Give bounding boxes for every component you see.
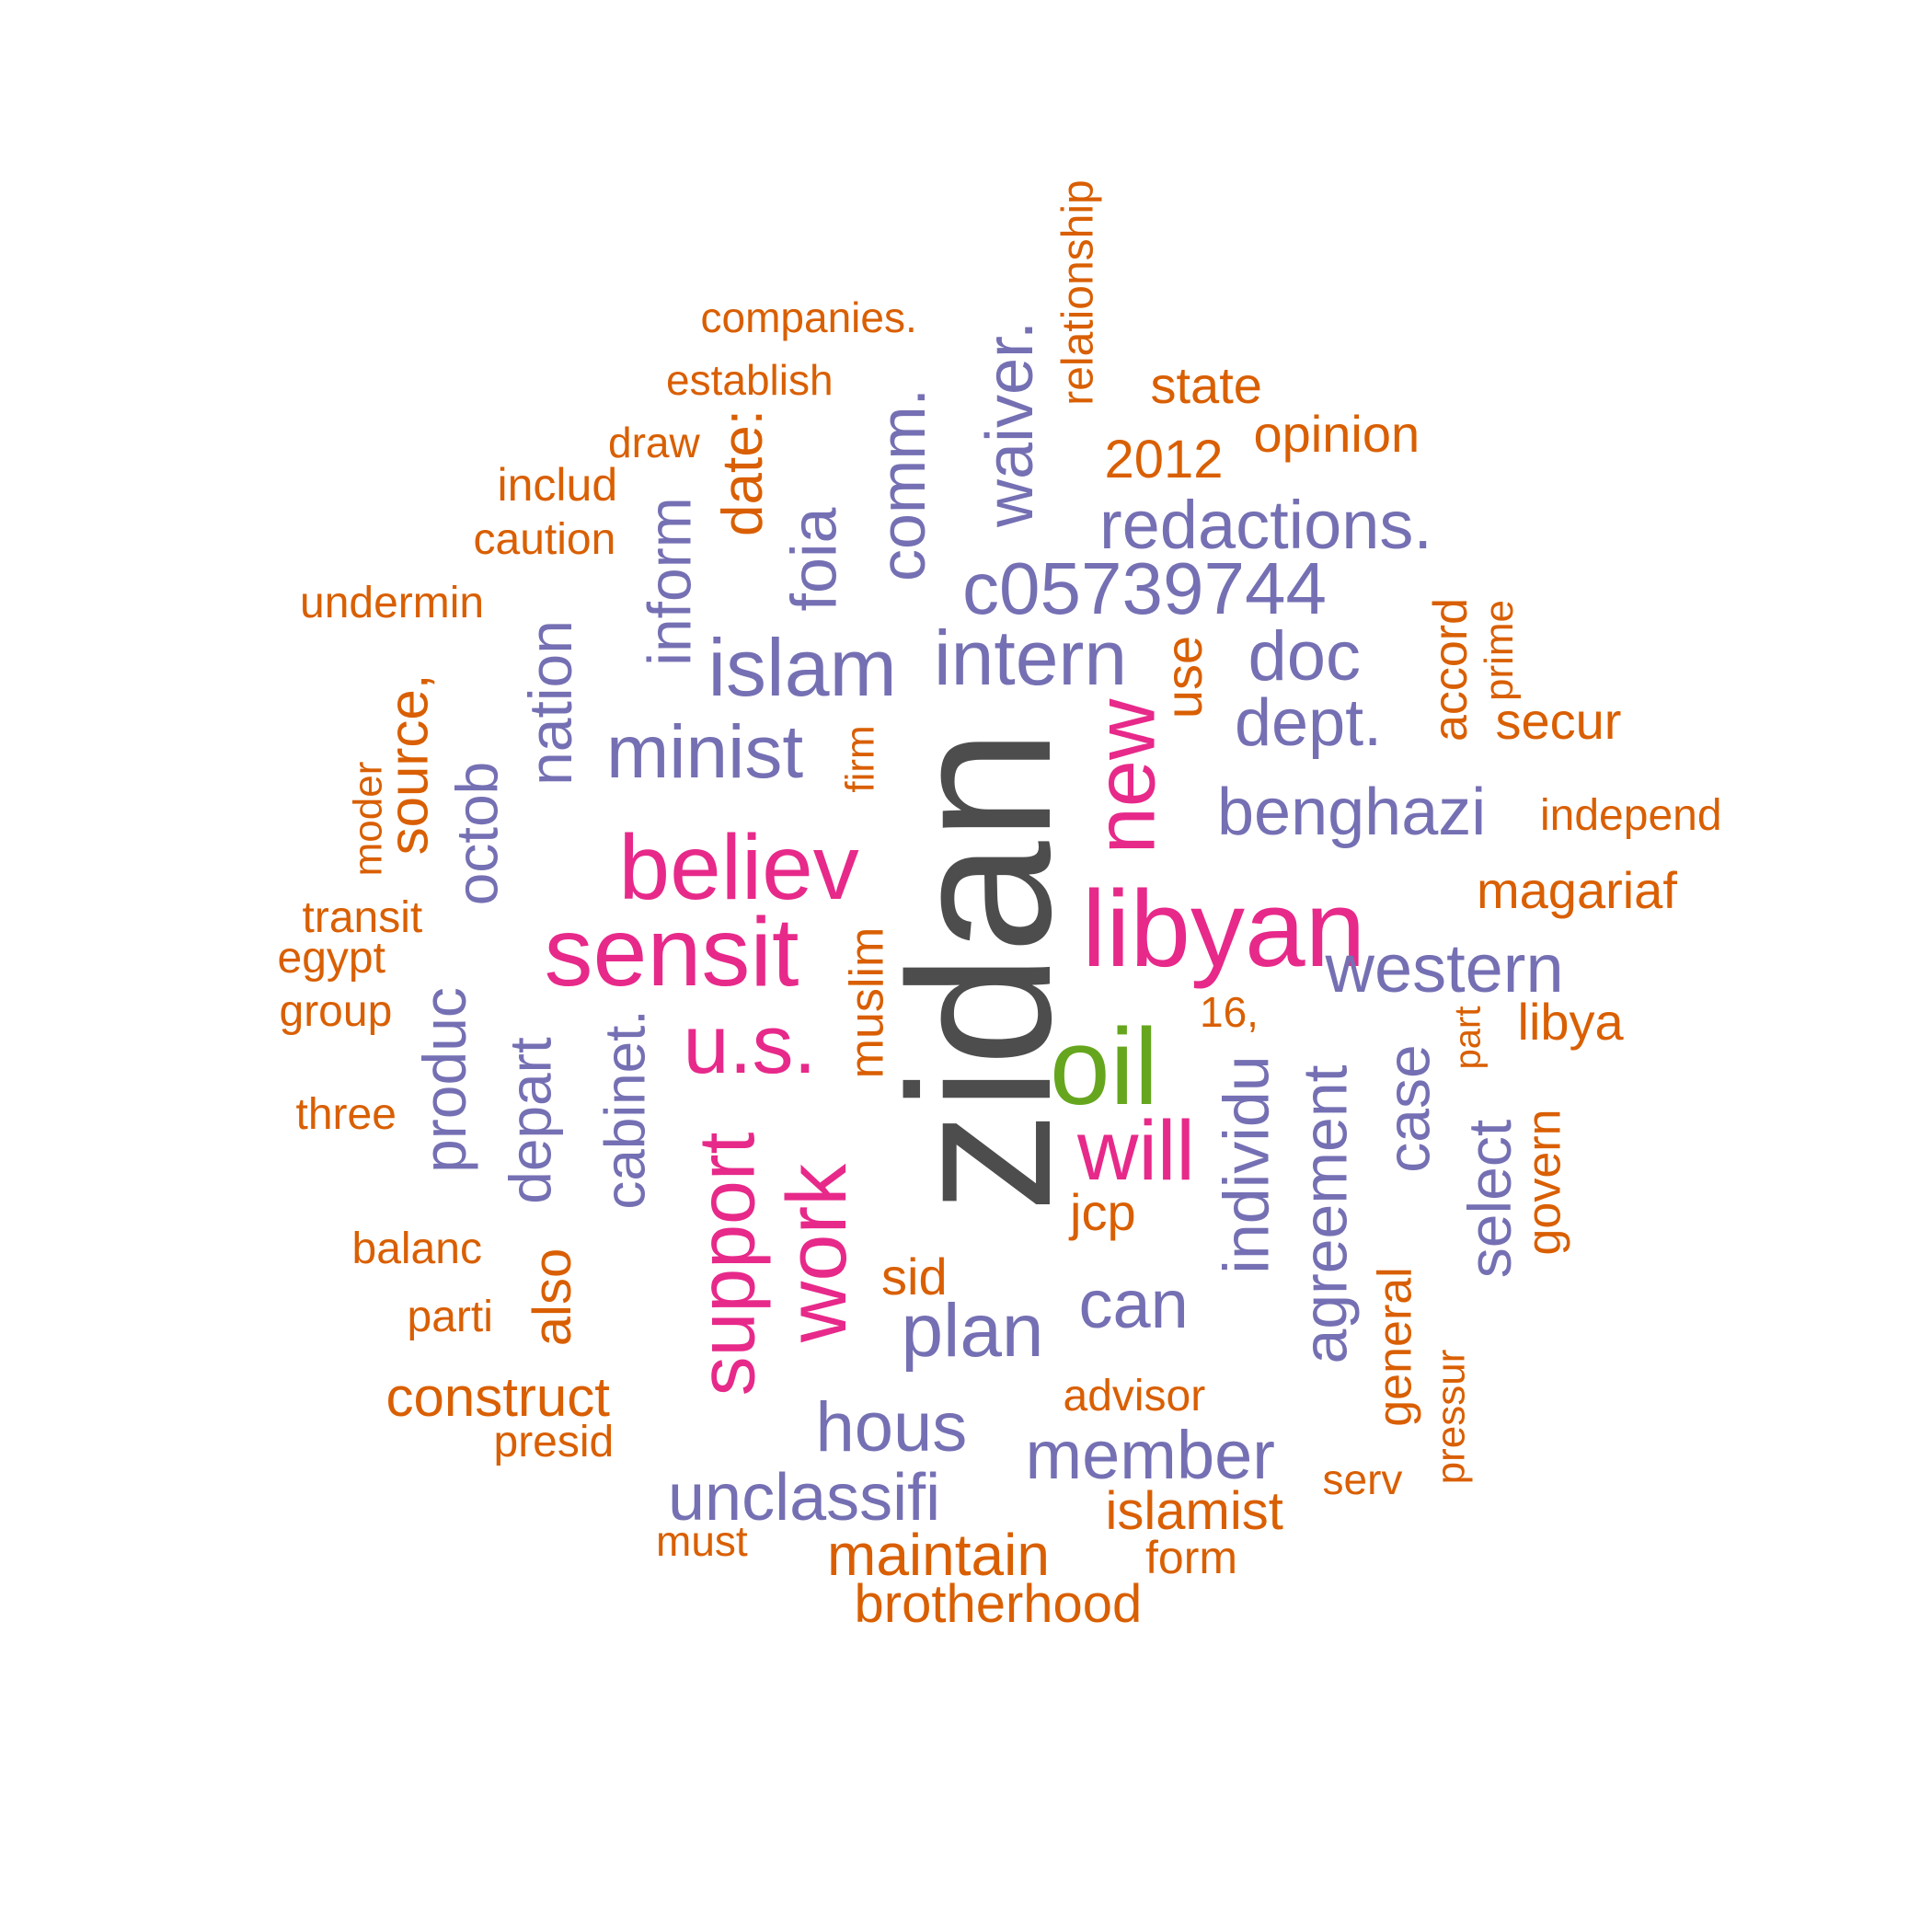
word-oil: oil xyxy=(1050,1006,1159,1128)
word-maintain: maintain xyxy=(827,1522,1050,1588)
word-construct: construct xyxy=(385,1366,610,1428)
word-muslim: muslim xyxy=(839,926,893,1079)
word-advisor: advisor xyxy=(1063,1372,1206,1420)
word-waiver: waiver. xyxy=(973,320,1048,528)
word-jcp: jcp xyxy=(1070,1183,1136,1241)
word-redactions: redactions. xyxy=(1099,487,1432,563)
word-egypt: egypt xyxy=(277,934,385,983)
word-libya: libya xyxy=(1517,993,1624,1051)
word-case: case xyxy=(1374,1044,1443,1173)
word-plan: plan xyxy=(901,1289,1044,1373)
word-depart: depart xyxy=(497,1037,564,1204)
word-produc: produc xyxy=(409,987,478,1173)
word-unclassifi: unclassifi xyxy=(668,1461,941,1535)
word-brotherhood: brotherhood xyxy=(854,1574,1143,1634)
word-nation: nation xyxy=(515,620,584,786)
word-date: date: xyxy=(710,409,775,536)
word-us: u.s. xyxy=(683,999,817,1091)
word-firm: firm xyxy=(837,725,883,793)
word-general: general xyxy=(1368,1267,1422,1427)
word-also: also xyxy=(523,1248,583,1347)
word-doc: doc xyxy=(1248,617,1362,696)
word-pressur: pressur xyxy=(1427,1349,1473,1485)
word-opinion: opinion xyxy=(1253,405,1420,463)
word-secur: secur xyxy=(1495,692,1622,750)
word-presid: presid xyxy=(493,1418,615,1466)
word-part: part xyxy=(1446,1006,1488,1070)
word-group: group xyxy=(279,987,393,1036)
word-cabinet: cabinet. xyxy=(593,1009,658,1210)
word-foia: foia xyxy=(776,507,849,612)
word-prime: prime xyxy=(1477,599,1523,702)
word-minist: minist xyxy=(606,710,804,794)
word-16: 16, xyxy=(1200,988,1259,1036)
word-magariaf: magariaf xyxy=(1477,861,1677,919)
word-three: three xyxy=(295,1090,397,1139)
word-moder: moder xyxy=(344,761,390,877)
word-undermin: undermin xyxy=(300,579,485,627)
word-accord: accord xyxy=(1424,597,1478,742)
word-comm: comm. xyxy=(867,388,938,581)
word-support: support xyxy=(682,1132,771,1397)
word-libyan: libyan xyxy=(1082,868,1366,990)
word-form: form xyxy=(1145,1532,1237,1583)
word-draw: draw xyxy=(608,419,700,466)
word-member: member xyxy=(1025,1417,1275,1493)
word-intern: intern xyxy=(934,615,1128,701)
word-transit: transit xyxy=(302,893,423,942)
word-companies: companies. xyxy=(700,293,917,341)
word-hous: hous xyxy=(815,1388,968,1466)
word-select: select xyxy=(1455,1119,1524,1279)
word-state: state xyxy=(1150,356,1262,414)
word-sensit: sensit xyxy=(544,898,799,1006)
word-islamist: islamist xyxy=(1105,1481,1283,1541)
word-inform: inform xyxy=(635,497,704,666)
word-relationship: relationship xyxy=(1053,179,1103,406)
word-individu: individu xyxy=(1210,1055,1282,1274)
word-octob: octob xyxy=(443,761,510,906)
word-must: must xyxy=(656,1517,748,1565)
word-use: use xyxy=(1155,635,1213,719)
word-agreement: agreement xyxy=(1290,1064,1361,1364)
word-balanc: balanc xyxy=(351,1225,482,1273)
word-work: work xyxy=(770,1163,865,1343)
word-includ: includ xyxy=(497,459,618,511)
word-caution: caution xyxy=(473,515,616,564)
word-establish: establish xyxy=(666,356,834,404)
word-islam: islam xyxy=(707,622,897,713)
word-independ: independ xyxy=(1540,791,1722,840)
word-c05739744: c05739744 xyxy=(962,547,1327,629)
word-govern: govern xyxy=(1517,1109,1570,1256)
word-believ: believ xyxy=(618,816,859,919)
word-can: can xyxy=(1078,1266,1189,1342)
word-serv: serv xyxy=(1322,1455,1403,1503)
word-2012: 2012 xyxy=(1104,430,1224,489)
word-will: will xyxy=(1077,1104,1195,1198)
word-parti: parti xyxy=(407,1293,493,1341)
word-new: new xyxy=(1077,698,1172,855)
word-sid: sid xyxy=(881,1248,948,1305)
word-benghazi: benghazi xyxy=(1217,776,1487,849)
word-dept: dept. xyxy=(1235,686,1383,760)
word-zidan: zidan xyxy=(866,729,1093,1213)
word-western: western xyxy=(1325,930,1564,1006)
